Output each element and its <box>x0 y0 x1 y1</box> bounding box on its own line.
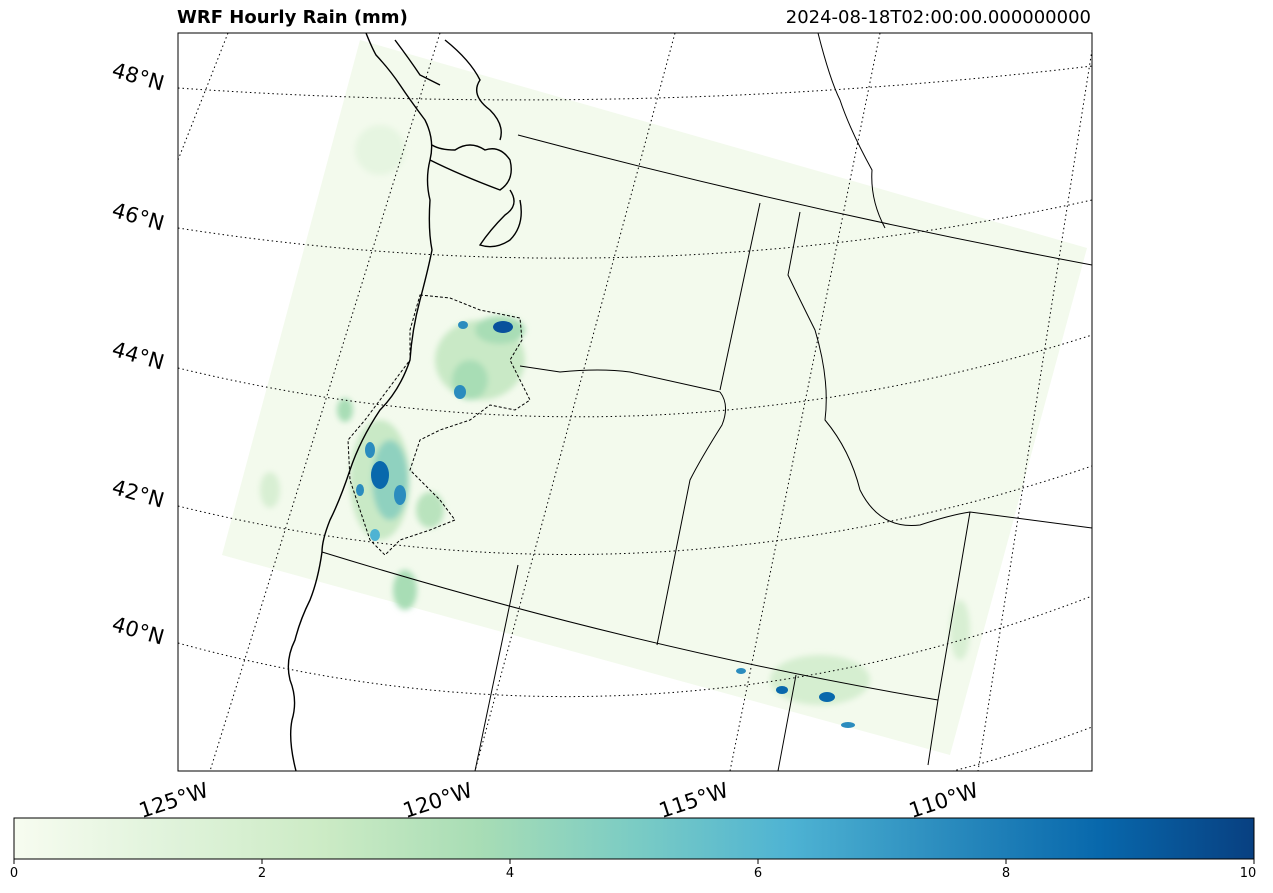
state-borders <box>321 33 1092 771</box>
map-title: WRF Hourly Rain (mm) <box>177 7 408 28</box>
rain-field <box>260 125 970 728</box>
colorbar-tick-4: 4 <box>505 866 515 881</box>
valid-time: 2024-08-18T02:00:00.000000000 <box>785 7 1091 28</box>
colorbar-tick-8: 8 <box>1001 866 1011 881</box>
parallels <box>178 65 1092 771</box>
map-area <box>178 33 1092 771</box>
map-frame <box>177 32 1093 772</box>
colorbar-tick-0: 0 <box>9 866 19 881</box>
basin-outline <box>347 294 531 556</box>
wrf-domain <box>222 40 1087 755</box>
colorbar-tick-2: 2 <box>257 866 267 881</box>
meridians <box>178 33 1092 771</box>
coastline <box>287 33 522 771</box>
colorbar <box>13 817 1255 860</box>
colorbar-tick-10: 10 <box>1239 866 1257 881</box>
colorbar-ticks <box>13 859 1255 864</box>
colorbar-tick-6: 6 <box>753 866 763 881</box>
